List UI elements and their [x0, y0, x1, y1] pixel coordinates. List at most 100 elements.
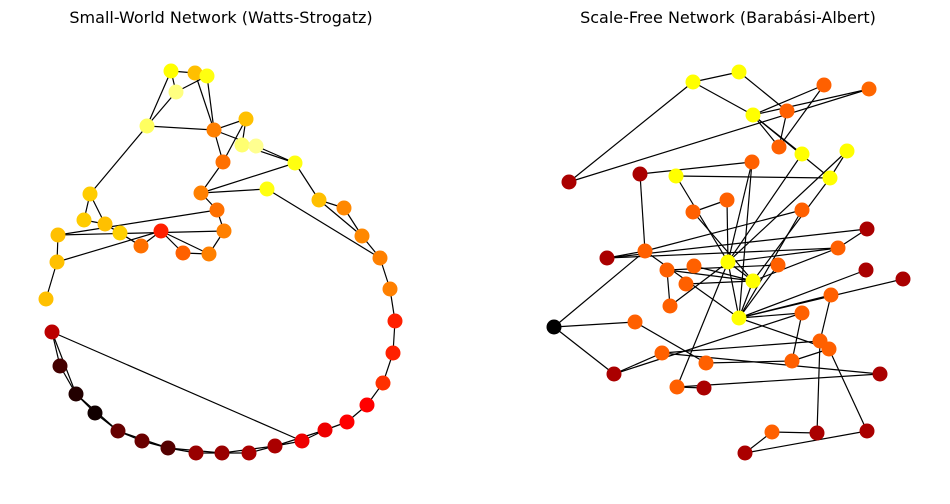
scale-free-node: [737, 445, 753, 461]
scale-free-node: [809, 425, 825, 441]
scale-free-node: [669, 379, 685, 395]
scale-free-edge: [553, 321, 636, 328]
small-world-edge: [57, 209, 218, 236]
small-world-edge: [200, 162, 296, 194]
scale-free-edge: [692, 81, 754, 116]
scale-free-node: [823, 287, 839, 303]
scale-free-node: [794, 202, 810, 218]
scale-free-edge: [613, 312, 803, 375]
scale-free-edge: [738, 209, 803, 319]
right-panel-title: Scale-Free Network (Barabási-Albert): [580, 8, 876, 27]
scale-free-node: [627, 314, 643, 330]
small-world-node: [214, 445, 230, 461]
small-world-node: [110, 423, 126, 439]
left-panel-title: Small-World Network (Watts-Strogatz): [69, 8, 373, 27]
scale-free-node: [668, 168, 684, 184]
small-world-node: [216, 223, 232, 239]
small-world-node: [112, 225, 128, 241]
scale-free-node: [731, 310, 747, 326]
small-world-node: [153, 223, 169, 239]
small-world-edge: [206, 75, 215, 131]
scale-free-node: [654, 345, 670, 361]
scale-free-node: [872, 366, 888, 382]
scale-free-node: [794, 146, 810, 162]
scale-free-node: [764, 424, 780, 440]
small-world-node: [317, 422, 333, 438]
scale-free-node: [784, 353, 800, 369]
scale-free-edge: [675, 175, 729, 263]
small-world-node: [209, 202, 225, 218]
small-world-node: [38, 291, 54, 307]
scale-free-edge: [819, 294, 832, 342]
scale-free-edge: [692, 71, 740, 83]
scale-free-edge: [568, 81, 694, 183]
scale-free-edge: [738, 269, 867, 319]
scale-free-node: [744, 154, 760, 170]
small-world-node: [82, 186, 98, 202]
scale-free-edge: [676, 261, 729, 388]
scale-free-node: [770, 257, 786, 273]
scale-free-edge: [738, 312, 803, 319]
scale-free-node: [561, 174, 577, 190]
small-world-node: [134, 433, 150, 449]
small-world-node: [359, 397, 375, 413]
scale-free-edge: [692, 211, 754, 282]
scale-free-edge: [752, 247, 839, 282]
scale-free-edge: [738, 294, 832, 319]
scale-free-edge: [661, 340, 821, 354]
scale-free-node: [839, 143, 855, 159]
scale-free-edge: [676, 373, 881, 388]
scale-free-edge: [669, 261, 729, 307]
scale-free-node: [719, 192, 735, 208]
small-world-edge: [51, 331, 303, 442]
scale-free-edge: [752, 177, 831, 282]
small-world-node: [87, 405, 103, 421]
scale-free-node: [858, 262, 874, 278]
scale-free-edge: [778, 84, 825, 148]
scale-free-node: [745, 107, 761, 123]
small-world-edge: [222, 118, 247, 163]
scale-free-edge: [661, 352, 881, 375]
small-world-node: [44, 324, 60, 340]
small-world-node: [241, 445, 257, 461]
scale-free-edge: [828, 348, 868, 432]
small-world-graph: [38, 63, 403, 461]
small-world-edge: [266, 188, 381, 259]
small-world-node: [336, 200, 352, 216]
scale-free-edge: [553, 250, 646, 328]
scale-free-edge: [644, 209, 803, 252]
small-world-node: [372, 250, 388, 266]
scale-free-node: [637, 243, 653, 259]
scale-free-node: [599, 250, 615, 266]
scale-free-edge: [738, 161, 753, 319]
scale-free-node: [659, 262, 675, 278]
scale-free-edge: [727, 247, 839, 263]
small-world-node: [294, 433, 310, 449]
scale-free-edge: [771, 431, 818, 434]
scale-free-edge: [727, 261, 740, 319]
small-world-node: [97, 216, 113, 232]
scale-free-node: [720, 254, 736, 270]
small-world-node: [133, 238, 149, 254]
scale-free-node: [696, 380, 712, 396]
scale-free-node: [731, 64, 747, 80]
scale-free-edge: [639, 173, 646, 252]
small-world-node: [139, 118, 155, 134]
scale-free-node: [779, 103, 795, 119]
small-world-node: [385, 345, 401, 361]
scale-free-edge: [568, 88, 870, 183]
small-world-node: [49, 254, 65, 270]
small-world-node: [375, 375, 391, 391]
small-world-node: [187, 65, 203, 81]
small-world-node: [354, 228, 370, 244]
small-world-node: [160, 440, 176, 456]
small-world-node: [311, 192, 327, 208]
scale-free-edge: [675, 175, 831, 179]
small-world-edge: [318, 199, 363, 237]
scale-free-edge: [752, 84, 825, 116]
scale-free-edge: [791, 312, 803, 362]
small-world-edge: [200, 188, 268, 194]
scale-free-node: [895, 271, 911, 287]
small-world-edge: [89, 125, 148, 195]
